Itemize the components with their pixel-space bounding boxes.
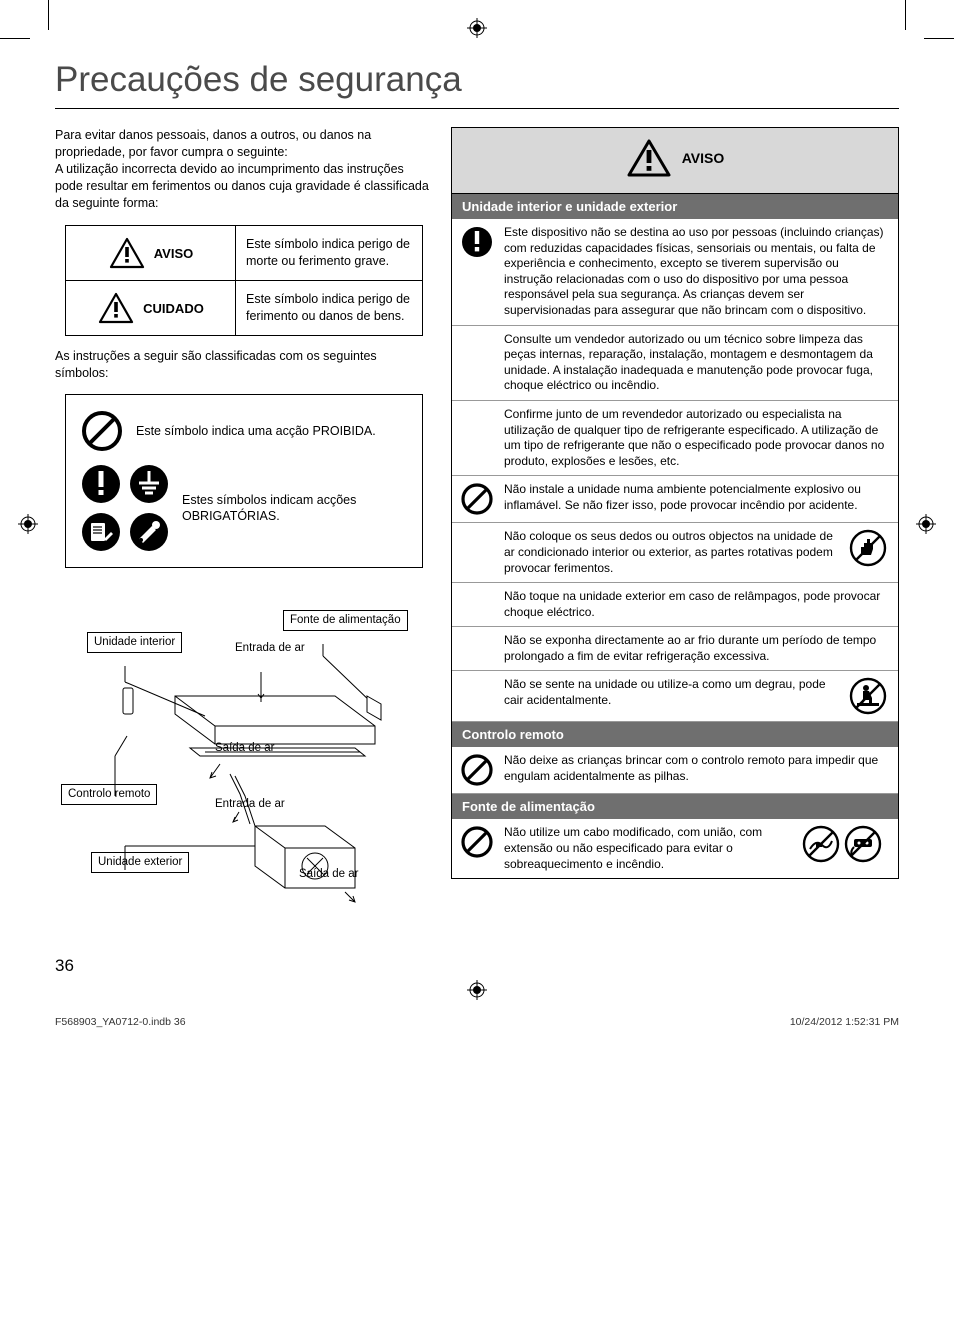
- prohibited-circle-icon: [460, 482, 494, 516]
- section-controlo: Controlo remoto: [452, 722, 898, 747]
- page-title: Precauções de segurança: [55, 60, 899, 109]
- warn-text: Não se exponha directamente ao ar frio d…: [504, 633, 888, 664]
- mandatory-ground-icon: [128, 463, 170, 505]
- sub-intro-text: As instruções a seguir são classificadas…: [55, 348, 433, 382]
- symbol-table: AVISO Este símbolo indica perigo de mort…: [65, 225, 423, 336]
- no-sit-icon: [849, 677, 887, 715]
- system-diagram: Unidade interior Fonte de alimentação En…: [55, 596, 433, 936]
- aviso-header-text: AVISO: [682, 150, 725, 166]
- warn-text: Este dispositivo não se destina ao uso p…: [504, 225, 888, 319]
- icon-legend-box: Este símbolo indica uma acção PROIBIDA.: [65, 394, 423, 568]
- mandatory-manual-icon: [80, 511, 122, 553]
- warn-text: Não utilize um cabo modificado, com uniã…: [504, 825, 794, 872]
- aviso-label: AVISO: [154, 246, 194, 261]
- mandatory-exclaim-icon: [80, 463, 122, 505]
- cuidado-desc: Este símbolo indica perigo de ferimento …: [236, 281, 422, 335]
- page-number: 36: [55, 956, 899, 976]
- registration-mark-bottom: [467, 980, 487, 1000]
- no-extension-icon: [844, 825, 882, 863]
- warn-text: Não deixe as crianças brincar com o cont…: [504, 753, 888, 787]
- warn-text: Não se sente na unidade ou utilize-a com…: [504, 677, 840, 715]
- warning-panel: AVISO Unidade interior e unidade exterio…: [451, 127, 899, 879]
- warn-text: Não toque na unidade exterior em caso de…: [504, 589, 888, 620]
- caution-triangle-icon: [97, 291, 135, 325]
- prohibited-icon: [80, 409, 124, 453]
- mandatory-tool-icon: [128, 511, 170, 553]
- prohibited-circle-icon: [460, 753, 494, 787]
- footer-filename: F568903_YA0712-0.indb 36: [55, 1016, 186, 1028]
- mandatory-circle-icon: [460, 225, 494, 259]
- prohibited-circle-icon: [460, 825, 494, 859]
- section-fonte: Fonte de alimentação: [452, 794, 898, 819]
- intro-text: Para evitar danos pessoais, danos a outr…: [55, 127, 433, 211]
- warn-text: Não instale a unidade numa ambiente pote…: [504, 482, 888, 516]
- mandatory-desc: Estes símbolos indicam acções OBRIGATÓRI…: [182, 492, 408, 525]
- section-unidade: Unidade interior e unidade exterior: [452, 194, 898, 219]
- cuidado-label: CUIDADO: [143, 301, 204, 316]
- prohibited-desc: Este símbolo indica uma acção PROIBIDA.: [136, 423, 376, 439]
- no-modified-cable-icon: [802, 825, 840, 863]
- warn-text: Não coloque os seus dedos ou outros obje…: [504, 529, 840, 576]
- warn-text: Confirme junto de um revendedor autoriza…: [504, 407, 888, 469]
- warning-triangle-icon: [108, 236, 146, 270]
- aviso-desc: Este símbolo indica perigo de morte ou f…: [236, 226, 422, 280]
- no-finger-icon: [849, 529, 887, 567]
- warn-text: Consulte um vendedor autorizado ou um té…: [504, 332, 888, 394]
- warning-triangle-large-icon: [626, 138, 672, 178]
- diagram-svg: [55, 596, 415, 916]
- footer-timestamp: 10/24/2012 1:52:31 PM: [790, 1016, 899, 1028]
